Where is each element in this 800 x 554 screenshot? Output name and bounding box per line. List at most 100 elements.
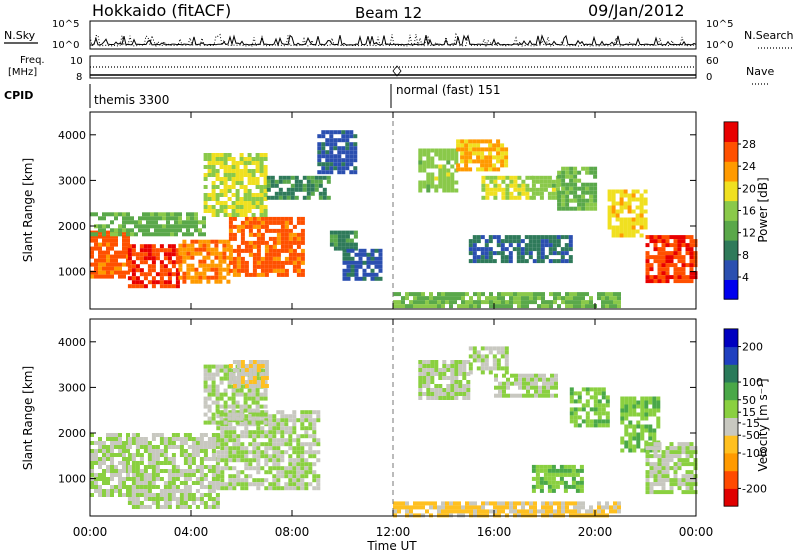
velocity-cell-region-6	[450, 396, 455, 400]
power-cell-region-12	[464, 167, 469, 172]
velocity-cell-region-2	[292, 422, 297, 427]
velocity-cell-region-1	[187, 497, 192, 501]
power-cell-region-18	[689, 263, 694, 268]
power-cell-region-5	[223, 173, 228, 177]
velocity-cell-region-4	[248, 376, 253, 380]
power-cell-region-1	[135, 264, 140, 269]
power-cell-region-1	[127, 252, 132, 257]
power-cell-region-4	[182, 224, 186, 229]
power-cell-region-1	[127, 248, 132, 253]
power-cell-region-0	[110, 246, 114, 251]
power-cell-region-4	[166, 220, 170, 225]
velocity-cell-region-4	[264, 368, 269, 372]
velocity-cell-region-3	[211, 376, 216, 381]
velocity-cell-region-7	[492, 362, 497, 367]
power-cell-region-9	[362, 252, 367, 257]
velocity-cell-region-1	[171, 497, 176, 501]
power-cell-region-3	[288, 244, 293, 249]
velocity-cell-region-2	[256, 442, 261, 447]
power-cell-region-8	[337, 234, 342, 239]
power-cell-region-0	[94, 274, 98, 279]
power-cell-region-1	[167, 276, 172, 281]
power-cell-region-1	[131, 284, 136, 289]
velocity-cell-region-2	[312, 418, 317, 423]
power-cell-region-10	[597, 296, 601, 301]
power-cell-region-1	[143, 256, 148, 261]
power-cell-region-1	[155, 272, 160, 277]
velocity-cell-region-7	[500, 350, 505, 355]
power-cell-region-8	[329, 242, 334, 247]
power-cell-region-1	[163, 280, 168, 285]
power-cell-region-3	[276, 256, 281, 261]
power-cell-region-8	[345, 238, 350, 243]
power-cell-region-10	[501, 292, 505, 297]
power-cell-region-7	[349, 154, 354, 159]
power-cell-region-7	[325, 142, 330, 147]
power-cell-region-18	[665, 263, 670, 268]
power-cell-region-1	[127, 256, 132, 261]
power-cell-region-5	[259, 209, 264, 213]
velocity-cell-region-2	[268, 418, 273, 423]
velocity-cell-region-10	[593, 387, 598, 392]
velocity-cell-region-5	[473, 505, 477, 510]
power-cell-region-16	[504, 239, 509, 244]
velocity-cell-region-1	[131, 505, 136, 509]
velocity-cell-region-1	[215, 461, 220, 465]
power-cell-region-14	[543, 183, 548, 188]
velocity-cell-region-12	[685, 458, 690, 463]
velocity-cell-region-7	[484, 366, 489, 371]
power-cell-region-4	[110, 228, 114, 233]
power-cell-region-5	[259, 197, 264, 201]
velocity-cell-region-7	[496, 346, 501, 351]
velocity-cell-region-6	[466, 380, 471, 384]
velocity-cell-region-5	[601, 509, 605, 514]
power-cell-region-5	[211, 173, 216, 177]
power-cell-region-12	[456, 167, 461, 172]
velocity-cell-region-5	[609, 505, 613, 510]
velocity-cell-region-11	[636, 432, 641, 437]
power-cell-region-15	[561, 170, 566, 175]
velocity-cell-region-6	[422, 364, 427, 368]
velocity-cell-region-2	[300, 466, 305, 471]
power-cell-region-18	[649, 267, 654, 272]
power-cell-region-17	[639, 233, 644, 238]
power-cell-region-11	[426, 184, 431, 189]
power-cell-region-5	[247, 193, 252, 197]
power-cell-region-1	[139, 284, 144, 289]
velocity-cell-region-1	[183, 457, 188, 461]
velocity-cell-region-5	[429, 513, 433, 518]
velocity-cell-region-2	[220, 458, 225, 463]
power-cell-region-7	[329, 158, 334, 163]
power-cell-region-17	[619, 217, 624, 222]
power-cell-region-5	[223, 209, 228, 213]
velocity-cell-region-11	[632, 412, 637, 417]
power-cell-region-4	[186, 224, 190, 229]
velocity-cell-region-1	[127, 453, 132, 457]
power-cell-region-7	[345, 166, 350, 171]
power-cell-region-4	[114, 212, 118, 217]
velocity-cell-region-1	[143, 473, 148, 477]
power-cell-region-10	[433, 304, 437, 309]
velocity-cell-region-8	[510, 393, 514, 398]
power-cell-region-3	[236, 264, 241, 269]
power-cell-region-2	[226, 255, 231, 260]
power-cell-region-11	[418, 180, 423, 185]
velocity-cell-region-2	[252, 430, 257, 435]
velocity-cell-region-2	[228, 446, 233, 451]
velocity-cell-region-0	[114, 433, 118, 437]
power-cell-region-7	[325, 130, 330, 135]
nsky-frame	[89, 20, 697, 50]
power-cell-region-12	[496, 167, 501, 172]
power-cell-region-2	[210, 239, 215, 244]
power-cell-region-12	[476, 143, 481, 148]
power-cell-region-3	[296, 232, 301, 237]
power-cell-region-5	[239, 157, 244, 161]
power-cell-region-18	[689, 271, 694, 276]
power-cell-region-17	[615, 225, 620, 230]
power-cell-region-18	[649, 239, 654, 244]
power-cell-region-12	[464, 159, 469, 164]
power-cell-region-10	[437, 304, 441, 309]
power-cell-region-1	[139, 256, 144, 261]
velocity-cell-region-11	[620, 420, 625, 425]
